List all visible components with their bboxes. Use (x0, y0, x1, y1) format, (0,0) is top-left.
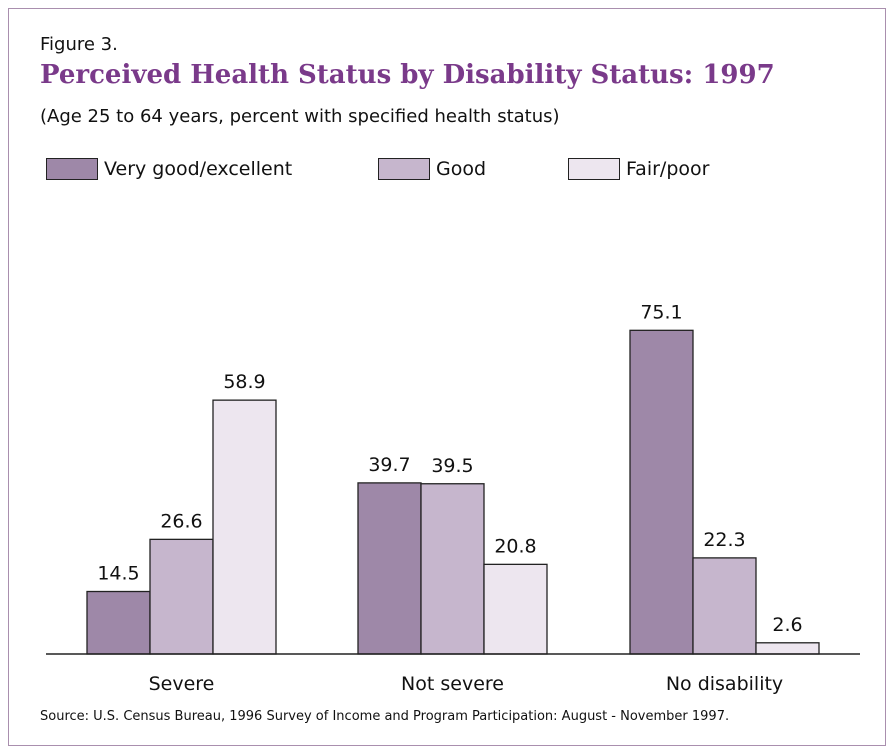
data-label-fair-poor-not-severe: 20.8 (494, 535, 536, 557)
legend-swatch-very-good-excellent (46, 158, 98, 180)
bar-fair-poor-severe (212, 399, 277, 655)
legend-item-good: Good (378, 158, 486, 180)
chart-subtitle: (Age 25 to 64 years, percent with specif… (40, 106, 560, 127)
bar-very-good-excellent-no-disability (629, 329, 694, 655)
legend-label-very-good-excellent: Very good/excellent (104, 158, 293, 180)
bar-fair-poor-not-severe (483, 563, 548, 655)
source-note: Source: U.S. Census Bureau, 1996 Survey … (40, 709, 730, 724)
legend-swatch-fair-poor (568, 158, 620, 180)
figure-label: Figure 3. (40, 34, 118, 55)
data-label-very-good-excellent-no-disability: 75.1 (640, 301, 682, 323)
bar-very-good-excellent-severe (86, 590, 151, 655)
data-label-fair-poor-no-disability: 2.6 (772, 614, 802, 636)
data-label-very-good-excellent-severe: 14.5 (97, 563, 139, 585)
data-label-fair-poor-severe: 58.9 (223, 371, 265, 393)
bar-good-no-disability (692, 557, 757, 655)
legend-label-fair-poor: Fair/poor (626, 158, 710, 180)
legend-item-fair-poor: Fair/poor (568, 158, 709, 180)
legend-swatch-good (378, 158, 430, 180)
category-label-no-disability: No disability (666, 673, 783, 695)
bar-good-not-severe (420, 483, 485, 655)
bar-good-severe (149, 538, 214, 655)
data-label-good-not-severe: 39.5 (431, 455, 473, 477)
chart-legend: Very good/excellent Good Fair/poor (0, 158, 896, 188)
legend-item-very-good-excellent: Very good/excellent (46, 158, 292, 180)
bar-fair-poor-no-disability (755, 642, 820, 655)
category-label-not-severe: Not severe (401, 673, 504, 695)
category-label-severe: Severe (149, 673, 215, 695)
legend-label-good: Good (436, 158, 487, 180)
chart-title: Perceived Health Status by Disability St… (40, 60, 775, 90)
data-label-good-severe: 26.6 (160, 510, 202, 532)
bar-very-good-excellent-not-severe (357, 482, 422, 655)
data-label-good-no-disability: 22.3 (703, 529, 745, 551)
data-label-very-good-excellent-not-severe: 39.7 (368, 454, 410, 476)
